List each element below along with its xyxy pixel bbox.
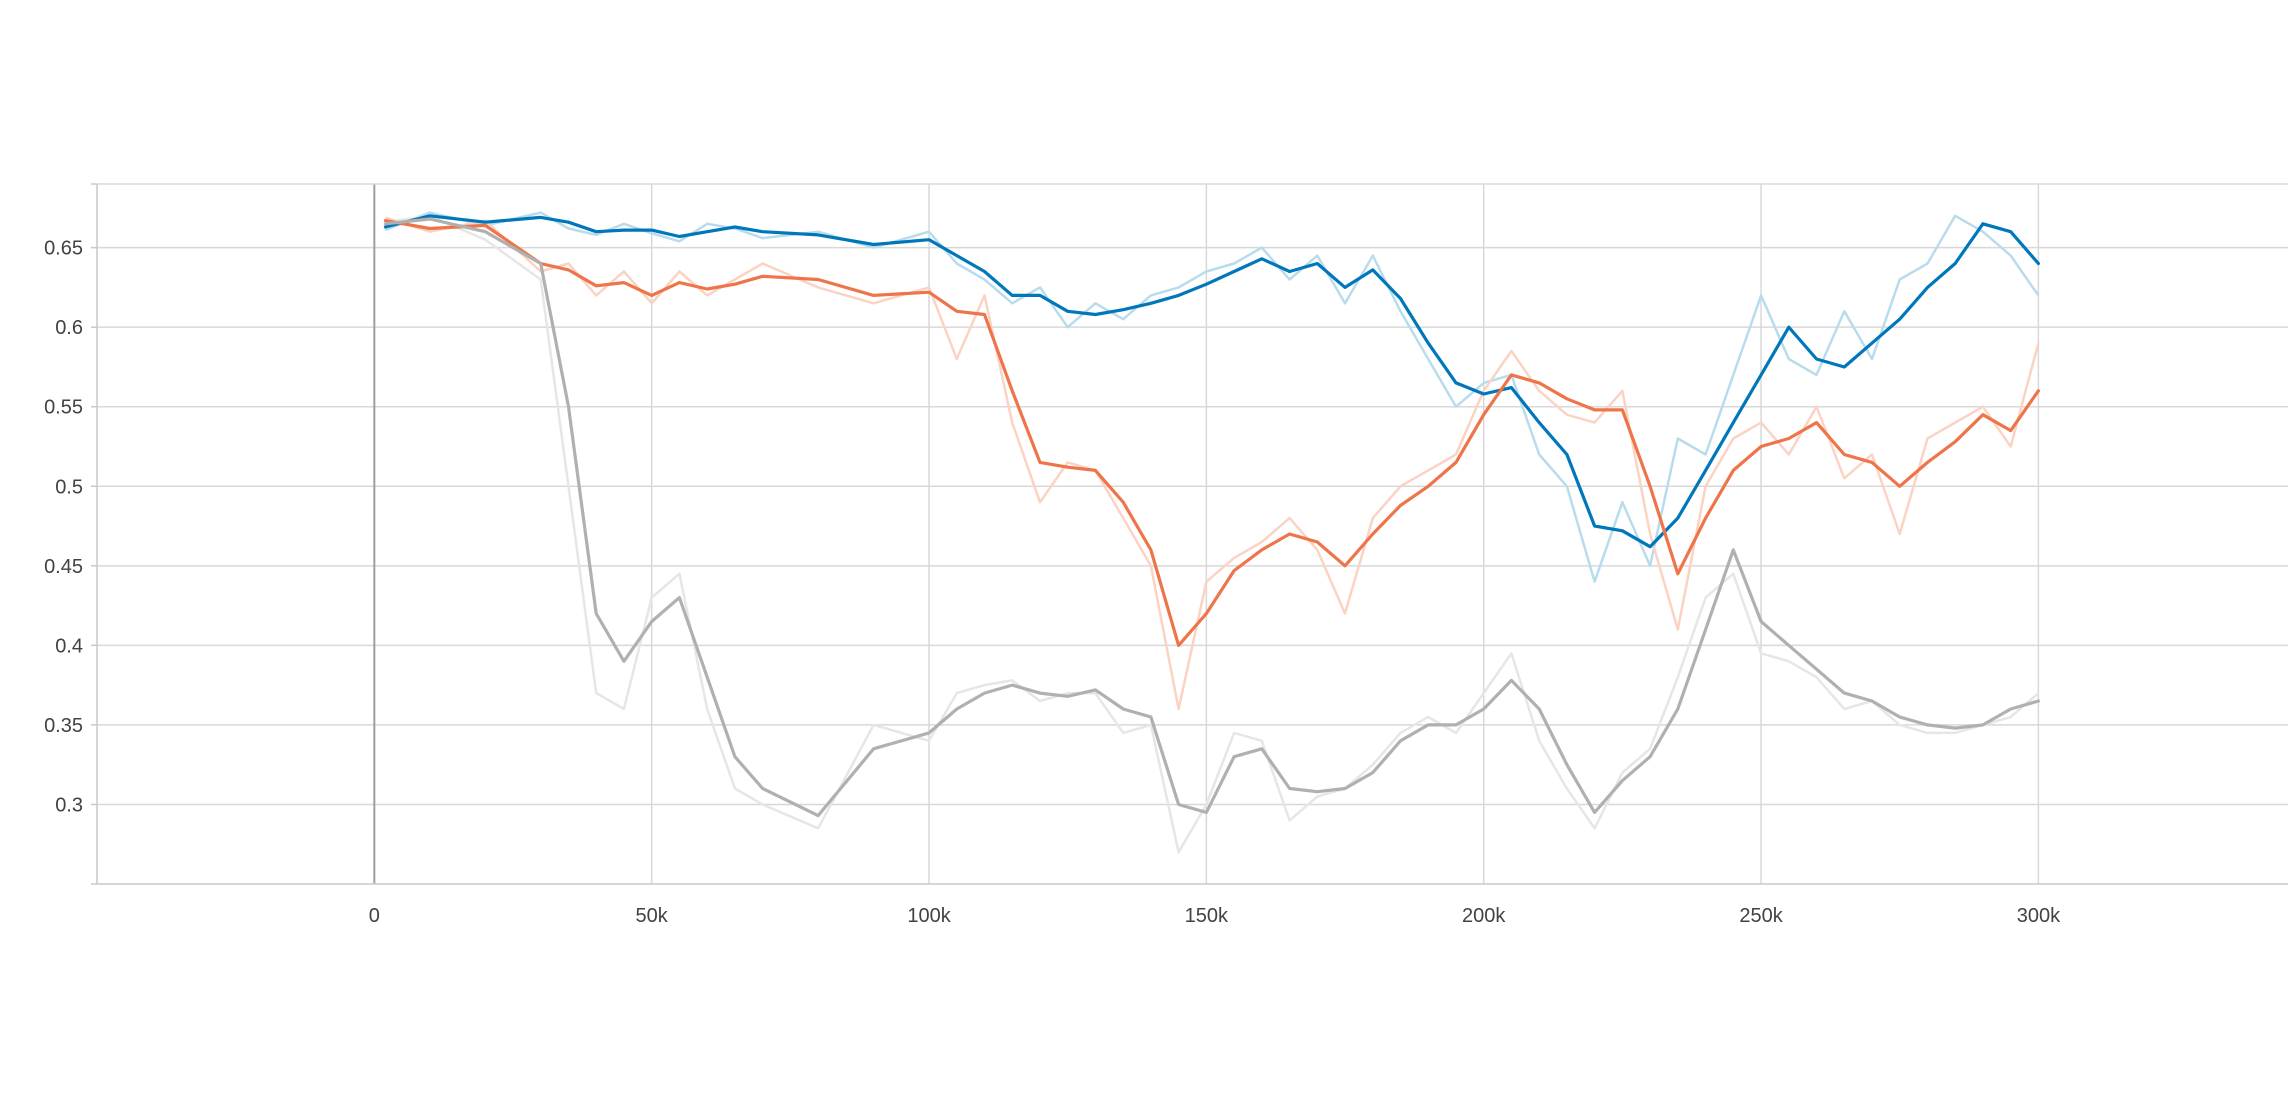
series-1-smoothed-line	[383, 214, 2041, 549]
series-3-smoothed-line	[383, 217, 2041, 818]
series-1-raw-line	[384, 211, 2040, 583]
x-tick-label: 200k	[1462, 905, 1506, 927]
x-tick-label: 100k	[907, 905, 951, 927]
raw-series-layer	[384, 211, 2040, 854]
grid	[97, 184, 2288, 884]
x-tick-label: 50k	[636, 905, 669, 927]
series-2-smoothed-line	[383, 219, 2041, 648]
x-tick-label: 150k	[1185, 905, 1229, 927]
smoothed-series-layer	[383, 214, 2041, 818]
y-tick-label: 0.35	[44, 715, 83, 737]
x-tick-labels: 0 50k 100k 150k 200k 250k 300k	[369, 905, 2061, 927]
y-tick-label: 0.3	[55, 794, 83, 816]
x-tick-label: 250k	[1739, 905, 1783, 927]
x-tick-label: 0	[369, 905, 380, 927]
y-tick-label: 0.6	[55, 317, 83, 339]
y-tick-labels: 0.3 0.35 0.4 0.45 0.5 0.55 0.6 0.65	[44, 238, 83, 817]
y-tick-label: 0.45	[44, 556, 83, 578]
y-tick-label: 0.5	[55, 476, 83, 498]
series-2-raw-line	[385, 216, 2040, 711]
series-3-raw-line	[385, 214, 2040, 854]
axes	[91, 183, 2288, 885]
y-tick-label: 0.4	[55, 635, 83, 657]
y-tick-label: 0.65	[44, 238, 83, 260]
x-tick-label: 300k	[2017, 905, 2061, 927]
y-tick-label: 0.55	[44, 397, 83, 419]
